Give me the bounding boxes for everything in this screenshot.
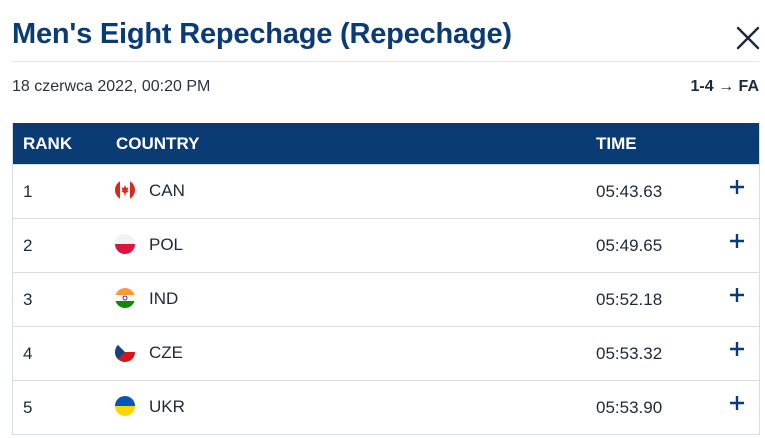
country-cell: CAN [149,181,185,200]
table-row[interactable]: 4 CZE 05:53.32 [13,326,759,380]
time-cell: 05:43.63 [596,182,663,201]
table-header: RANK COUNTRY TIME [13,123,759,164]
plus-icon[interactable] [729,179,745,195]
column-header-time: TIME [596,134,637,153]
rank-cell: 3 [23,290,33,309]
progression-rule: 1-4 → FA [690,78,759,95]
column-header-country: COUNTRY [116,134,200,153]
close-icon[interactable] [734,24,762,52]
table-row[interactable]: 3 IND 05:52.18 [13,272,759,326]
ukraine-flag-icon [115,396,135,416]
country-cell: POL [149,235,184,254]
time-cell: 05:53.90 [596,398,663,417]
plus-icon[interactable] [729,395,745,411]
country-cell: IND [149,289,179,308]
country-cell: UKR [149,397,185,416]
rank-cell: 4 [23,344,33,363]
country-cell: CZE [149,343,183,362]
header-divider [12,61,759,62]
table-row[interactable]: 1 CAN 05:43.63 [13,164,759,218]
czechia-flag-icon [115,342,135,362]
plus-icon[interactable] [729,341,745,357]
time-cell: 05:52.18 [596,290,663,309]
column-header-rank: RANK [23,134,73,153]
table-row[interactable]: 5 UKR 05:53.90 [13,380,759,434]
time-cell: 05:49.65 [596,236,663,255]
canada-flag-icon [115,180,135,200]
poland-flag-icon [115,234,135,254]
race-date: 18 czerwca 2022, 00:20 PM [12,78,211,95]
time-cell: 05:53.32 [596,344,663,363]
results-table: RANK COUNTRY TIME 1 CAN 05:43.63 2 [12,123,760,435]
plus-icon[interactable] [729,233,745,249]
rank-cell: 2 [23,236,33,255]
rank-cell: 1 [23,182,33,201]
plus-icon[interactable] [729,287,745,303]
page-title: Men's Eight Repechage (Repechage) [12,18,512,50]
rank-cell: 5 [23,398,33,417]
table-row[interactable]: 2 POL 05:49.65 [13,218,759,272]
india-flag-icon [115,288,135,308]
